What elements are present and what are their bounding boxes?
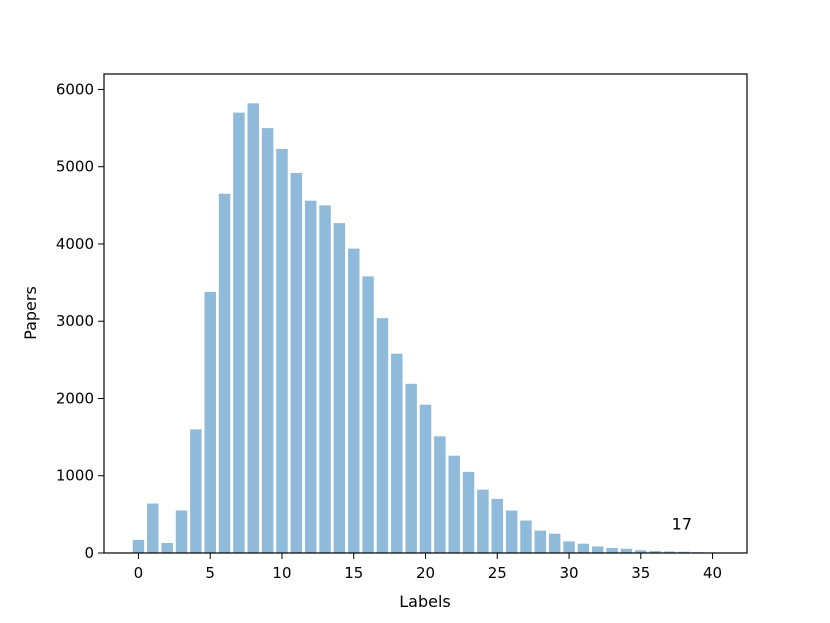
bar-12 bbox=[304, 200, 317, 553]
bar-0 bbox=[132, 539, 145, 553]
bar-30 bbox=[563, 541, 575, 553]
y-tick-label: 6000 bbox=[56, 80, 94, 98]
bar-8 bbox=[247, 103, 260, 553]
bar-36 bbox=[649, 551, 661, 553]
bar-24 bbox=[477, 489, 489, 553]
bar-15 bbox=[347, 248, 360, 554]
x-tick-label: 15 bbox=[344, 564, 363, 582]
bar-35 bbox=[635, 550, 647, 553]
bar-25 bbox=[491, 498, 504, 553]
bar-7 bbox=[233, 112, 245, 554]
bar-37 bbox=[663, 551, 676, 553]
bar-13 bbox=[319, 205, 331, 553]
bar-27 bbox=[520, 520, 532, 553]
x-axis-label: Labels bbox=[399, 592, 451, 611]
x-tick-label: 5 bbox=[205, 564, 215, 582]
x-tick-label: 30 bbox=[559, 564, 578, 582]
x-tick-label: 25 bbox=[488, 564, 507, 582]
bar-31 bbox=[577, 543, 590, 553]
bar-29 bbox=[548, 533, 561, 553]
bar-3 bbox=[175, 510, 188, 553]
bar-22 bbox=[448, 455, 460, 553]
y-tick-label: 4000 bbox=[56, 235, 94, 253]
x-axis-ticks: 0 5 10 15 20 25 30 35 40 bbox=[134, 553, 722, 582]
bar-23 bbox=[462, 471, 475, 553]
bar-1 bbox=[147, 503, 159, 553]
bar-38 bbox=[678, 551, 690, 553]
bar-33 bbox=[606, 547, 618, 553]
y-tick-label: 2000 bbox=[56, 389, 94, 407]
y-tick-label: 3000 bbox=[56, 312, 94, 330]
bars-group bbox=[132, 103, 719, 554]
y-axis-ticks: 0 1000 2000 3000 4000 5000 6000 bbox=[56, 80, 104, 562]
annotation-label: 17 bbox=[672, 515, 692, 534]
bar-5 bbox=[204, 291, 216, 553]
bar-18 bbox=[391, 353, 403, 553]
bar-16 bbox=[362, 276, 374, 553]
bar-34 bbox=[620, 548, 633, 553]
bar-21 bbox=[434, 436, 446, 553]
bar-10 bbox=[276, 148, 288, 554]
bar-9 bbox=[261, 128, 274, 554]
bar-14 bbox=[333, 223, 346, 553]
y-tick-label: 0 bbox=[84, 544, 94, 562]
x-tick-label: 35 bbox=[631, 564, 650, 582]
y-axis-label: Papers bbox=[21, 286, 40, 340]
bar-17 bbox=[376, 318, 389, 553]
bar-19 bbox=[405, 383, 417, 553]
x-tick-label: 20 bbox=[416, 564, 435, 582]
x-tick-label: 10 bbox=[272, 564, 291, 582]
bar-11 bbox=[290, 172, 303, 553]
bar-32 bbox=[591, 546, 604, 553]
bar-28 bbox=[534, 530, 547, 553]
bar-4 bbox=[190, 429, 202, 553]
bar-2 bbox=[161, 542, 173, 553]
bar-26 bbox=[505, 510, 518, 553]
bar-20 bbox=[419, 404, 432, 553]
bar-6 bbox=[218, 193, 231, 553]
y-tick-label: 1000 bbox=[56, 467, 94, 485]
x-tick-label: 0 bbox=[134, 564, 144, 582]
x-tick-label: 40 bbox=[703, 564, 722, 582]
y-tick-label: 5000 bbox=[56, 158, 94, 176]
